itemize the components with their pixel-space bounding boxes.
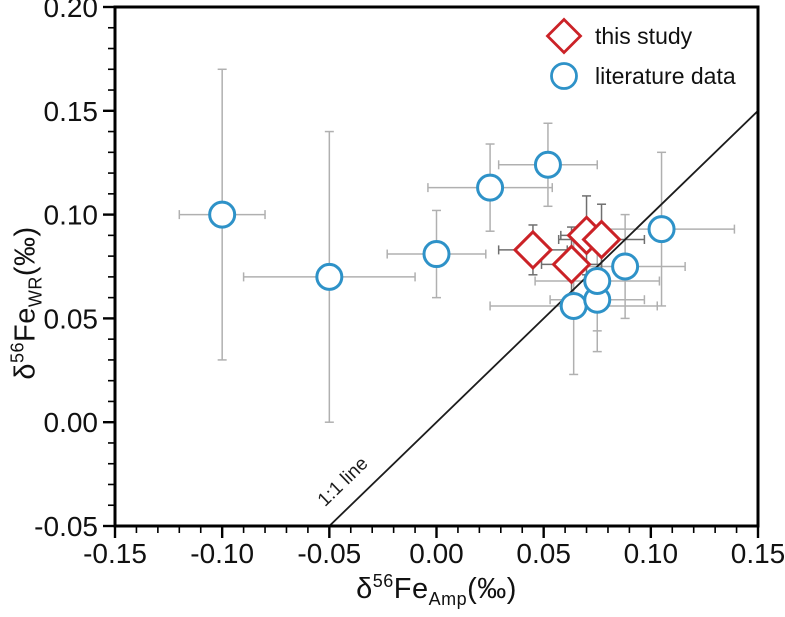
legend-item-literature-data: literature data [545,56,736,96]
y-tick-label: 0.00 [44,407,99,438]
data-point-circle [611,252,640,281]
x-tick-label: 0.15 [731,538,785,569]
x-tick-label: 0.10 [624,538,679,569]
data-point-circle [208,200,237,229]
data-point-circle [559,291,588,320]
y-title-subscript: WR [25,276,46,308]
x-axis-title: δ56FeAmp(‰) [115,571,758,610]
y-title-base: Fe [9,307,42,342]
diamond-marker-icon [545,17,583,55]
x-title-suffix: (‰) [467,573,517,605]
one-to-one-line-label: 1:1 line [314,453,373,511]
legend-label-this-study: this study [595,22,693,49]
y-axis-title: δ56FeWR(‰) [8,226,47,379]
y-tick-label: 0.05 [44,303,99,334]
markers-layer [208,150,676,320]
one-to-one-line [328,110,759,527]
data-point-diamond [581,219,622,260]
x-tick-label: -0.15 [83,538,147,569]
x-title-subscript: Amp [428,589,468,609]
legend: this study literature data [545,16,736,96]
data-point-diamond [551,244,592,285]
y-tick-label: 0.10 [44,200,99,231]
y-title-superscript: 56 [7,341,28,364]
data-point-circle [647,215,676,244]
data-point-circle [476,173,505,202]
data-point-circle [422,240,451,269]
data-point-circle [533,150,562,179]
x-tick-label: 0.00 [409,538,464,569]
y-title-delta: δ [9,363,42,380]
x-tick-label: 0.05 [516,538,571,569]
x-title-superscript: 56 [372,571,394,591]
y-tick-label: 0.20 [44,0,99,23]
error-bars-layer [178,68,736,423]
data-point-circle [583,267,612,296]
y-tick-label: 0.15 [44,96,99,127]
data-point-circle [315,262,344,291]
x-title-delta: δ [356,573,373,605]
data-point-diamond [512,229,554,271]
circle-marker-icon [550,62,578,90]
y-tick-label: -0.05 [34,511,98,542]
y-title-suffix: (‰) [9,226,42,277]
x-tick-label: -0.10 [190,538,254,569]
x-tick-label: -0.05 [297,538,361,569]
ticks-layer: -0.15 -0.10 -0.05 0.00 0.05 0.10 0.15 -0.05 0.00… [34,0,785,569]
legend-item-this-study: this study [545,16,736,56]
plot-frame [113,5,760,528]
x-title-base: Fe [393,573,429,605]
legend-label-literature-data: literature data [595,62,736,89]
